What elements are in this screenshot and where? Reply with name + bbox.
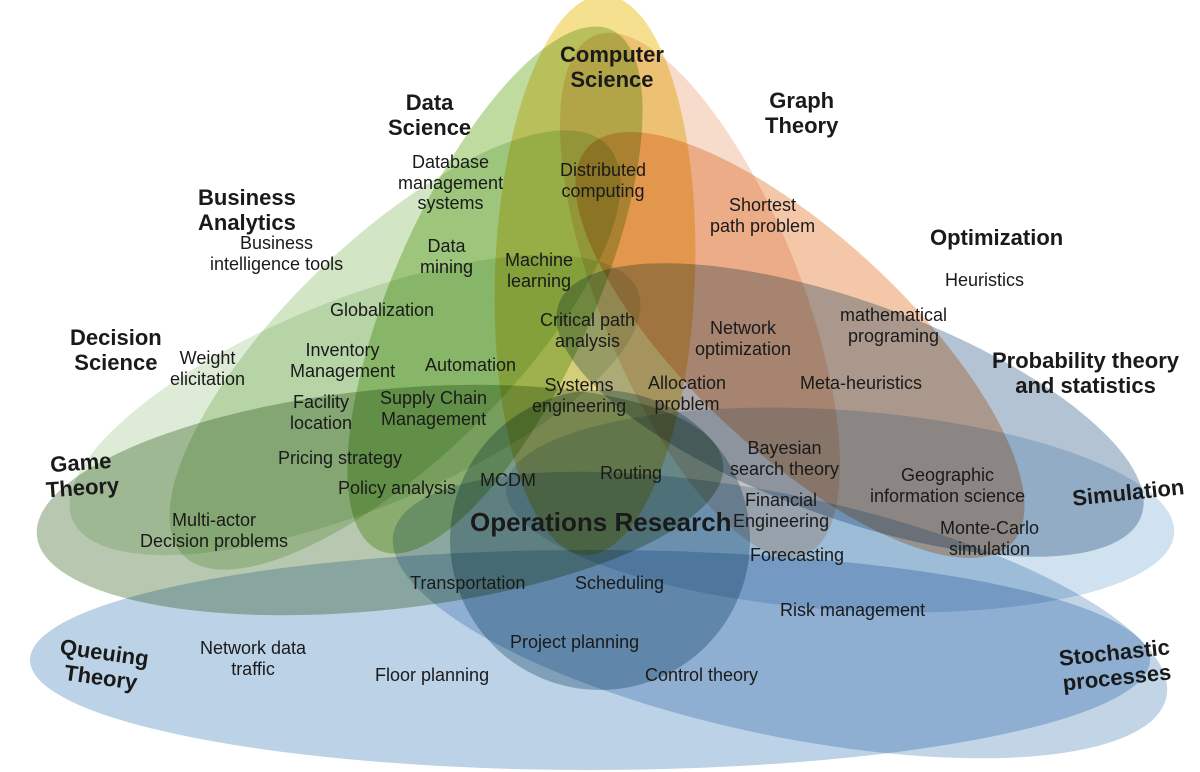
topic-label: Distributed computing [560,160,646,201]
topic-label: Critical path analysis [540,310,635,351]
petal-title-optim: Optimization [930,225,1063,250]
topic-label: Meta-heuristics [800,373,922,394]
topic-label: Globalization [330,300,434,321]
topic-label: Automation [425,355,516,376]
operations-research-petal-diagram: Computer Science Data Science Graph Theory… [0,0,1200,772]
topic-label: Allocation problem [648,373,726,414]
topic-label: Bayesian search theory [730,438,839,479]
topic-label: Risk management [780,600,925,621]
topic-label: Project planning [510,632,639,653]
topic-label: Scheduling [575,573,664,594]
center-title: Operations Research [470,508,732,538]
topic-label: Shortest path problem [710,195,815,236]
topic-label: Facility location [290,392,352,433]
topic-label: Financial Engineering [733,490,829,531]
topic-label: Floor planning [375,665,489,686]
topic-label: Data mining [420,236,473,277]
topic-label: Network data traffic [200,638,306,679]
topic-label: Inventory Management [290,340,395,381]
petal-title-business: Business Analytics [198,185,296,236]
topic-label: Pricing strategy [278,448,402,469]
topic-label: Network optimization [695,318,791,359]
topic-label: Business intelligence tools [210,233,343,274]
topic-label: Routing [600,463,662,484]
topic-label: Monte-Carlo simulation [940,518,1039,559]
topic-label: Systems engineering [532,375,626,416]
topic-label: Control theory [645,665,758,686]
topic-label: mathematical programing [840,305,947,346]
topic-label: Multi-actor Decision problems [140,510,288,551]
topic-label: Policy analysis [338,478,456,499]
topic-label: MCDM [480,470,536,491]
topic-label: Geographic information science [870,465,1025,506]
topic-label: Weight elicitation [170,348,245,389]
petal-title-game: Game Theory [43,448,120,504]
topic-label: Machine learning [505,250,573,291]
topic-label: Forecasting [750,545,844,566]
petal-title-decision: Decision Science [70,325,162,376]
topic-label: Supply Chain Management [380,388,487,429]
petal-title-data: Data Science [388,90,471,141]
topic-label: Transportation [410,573,525,594]
topic-label: Database management systems [398,152,503,214]
topic-label: Heuristics [945,270,1024,291]
petal-title-prob: Probability theory and statistics [992,348,1179,399]
petal-title-graph: Graph Theory [765,88,838,139]
petal-title-cs: Computer Science [560,42,664,93]
